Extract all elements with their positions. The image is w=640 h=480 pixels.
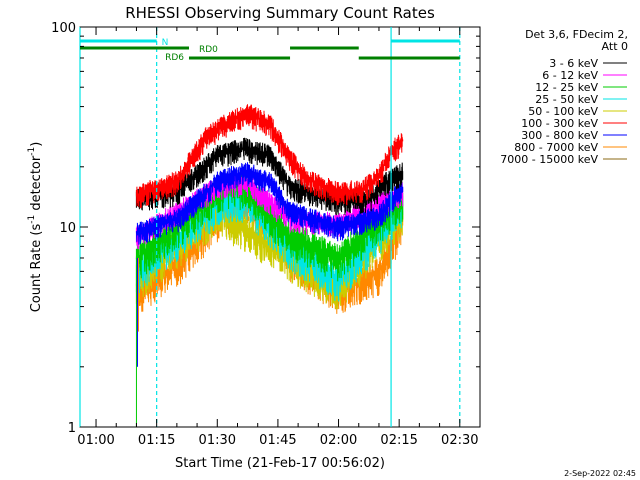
y-label-end: ) xyxy=(29,142,44,147)
annotation-bar-n-1 xyxy=(391,39,460,43)
annotation-bar-rd0-0 xyxy=(80,46,189,50)
ticks-layer: 01:00 01:15 01:30 01:45 02:00 02:15 02:30 1 10 10… xyxy=(51,21,481,448)
annotation-bar-rd0-1 xyxy=(290,46,359,50)
x-tick-label: 01:15 xyxy=(138,433,175,448)
annotation-label-rd6: RD6 xyxy=(165,53,184,63)
y-label-sup2: -1 xyxy=(27,147,37,156)
y-tick-label: 100 xyxy=(51,21,76,36)
legend-label: 25 - 50 keV xyxy=(535,93,598,106)
chart-title: RHESSI Observing Summary Count Rates xyxy=(125,4,435,22)
x-tick-label: 02:30 xyxy=(441,433,478,448)
annotation-label-n: N xyxy=(162,38,169,48)
annotation-label-rd0: RD0 xyxy=(199,45,218,55)
x-axis-label: Start Time (21-Feb-17 00:56:02) xyxy=(175,456,385,471)
x-tick-label: 02:15 xyxy=(380,433,417,448)
legend-header-line2: Att 0 xyxy=(602,40,628,53)
series-100to300keV-line xyxy=(135,104,404,209)
y-label-main: Count Rate (s xyxy=(29,224,44,313)
x-tick-label: 01:30 xyxy=(199,433,236,448)
y-label-mid: detector xyxy=(29,155,44,215)
y-label-sup1: -1 xyxy=(27,215,37,224)
y-tick-label: 1 xyxy=(68,421,76,436)
annotation-bar-rd6-1 xyxy=(358,56,460,60)
x-tick-label: 01:00 xyxy=(77,433,114,448)
legend-header-line1: Det 3,6, FDecim 2, xyxy=(525,28,628,41)
legend-label: 12 - 25 keV xyxy=(535,81,598,94)
legend-label: 300 - 800 keV xyxy=(521,129,598,142)
annotation-bar-rd6-0 xyxy=(188,56,291,60)
legend-label: 3 - 6 keV xyxy=(549,57,598,70)
x-tick-label: 01:45 xyxy=(259,433,296,448)
series-300to800keV-line xyxy=(135,162,404,245)
legend-label: 50 - 100 keV xyxy=(528,105,598,118)
legend-label: 6 - 12 keV xyxy=(542,69,598,82)
legend-label: 100 - 300 keV xyxy=(521,117,598,130)
legend-label: 800 - 7000 keV xyxy=(514,141,598,154)
x-tick-label: 02:00 xyxy=(320,433,357,448)
annotation-bar-n-0 xyxy=(80,39,157,43)
legend-label: 7000 - 15000 keV xyxy=(500,153,598,166)
date-stamp: 2-Sep-2022 02:45 xyxy=(564,469,636,478)
y-tick-label: 10 xyxy=(59,221,76,236)
y-axis-label: Count Rate (s-1 detector-1) xyxy=(27,142,44,313)
series-layer xyxy=(135,104,404,427)
